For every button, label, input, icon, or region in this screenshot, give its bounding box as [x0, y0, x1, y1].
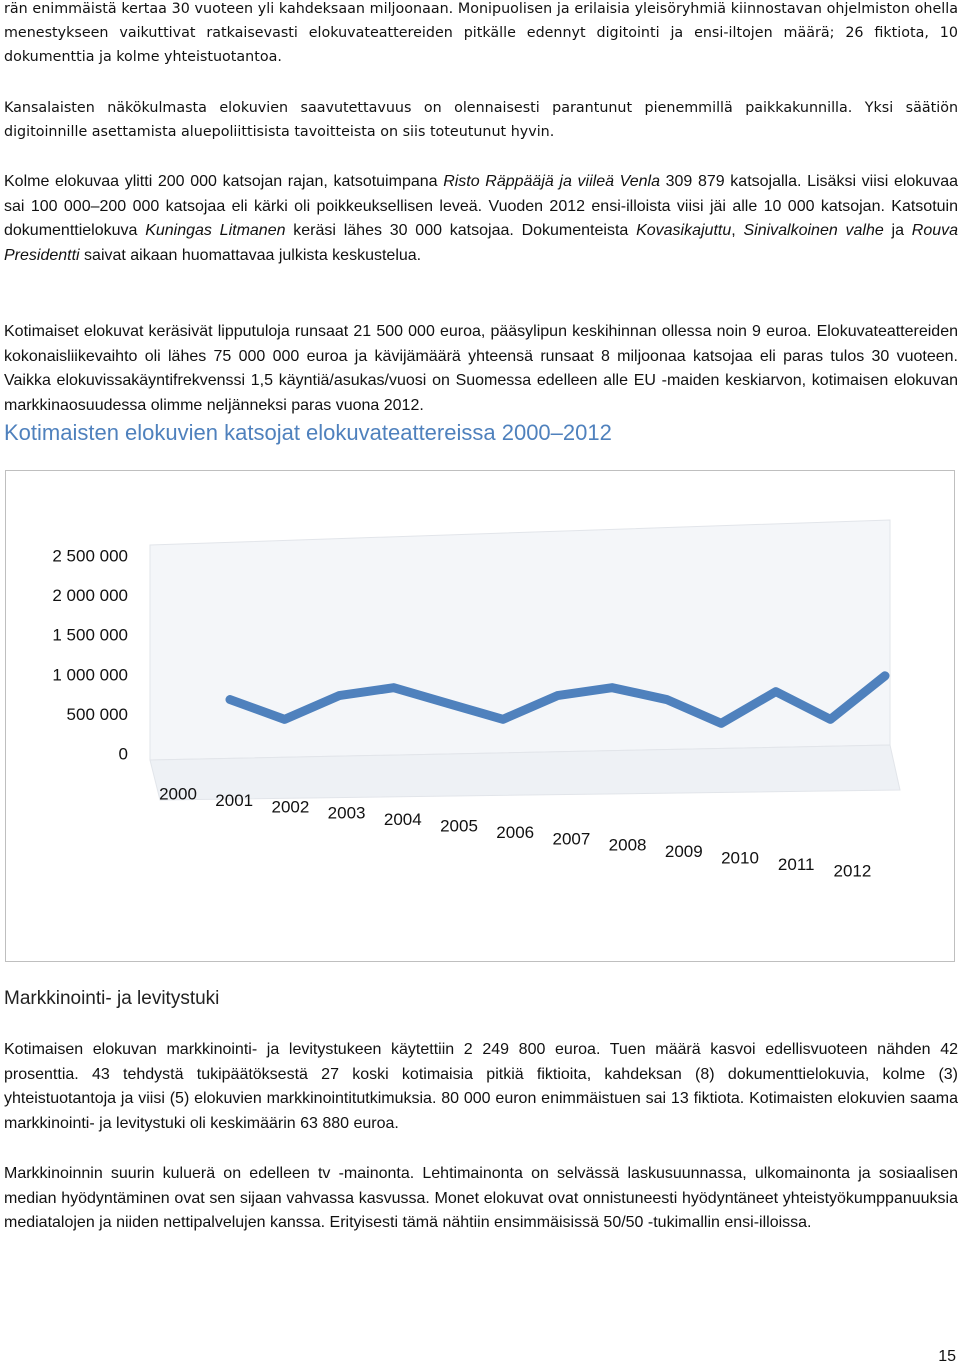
- x-tick-label: 2011: [778, 855, 815, 874]
- x-tick-label: 2007: [552, 829, 590, 848]
- text: saivat aikaan huomattavaa julkista kesku…: [79, 246, 422, 264]
- y-tick-label: 2 000 000: [52, 586, 128, 605]
- y-tick-label: 0: [119, 744, 128, 763]
- x-tick-label: 2005: [440, 816, 478, 835]
- section-heading: Markkinointi- ja levitystuki: [4, 988, 220, 1009]
- x-tick-label: 2009: [665, 842, 703, 861]
- x-tick-label: 2004: [384, 810, 422, 829]
- italic-text: Kovasikajuttu: [636, 222, 732, 239]
- paragraph: rän enimmäistä kertaa 30 vuoteen yli kah…: [4, 0, 958, 69]
- paragraph: Kolme elokuvaa ylitti 200 000 katsojan r…: [4, 170, 958, 268]
- text: ja: [883, 222, 912, 239]
- italic-text: Sinivalkoinen valhe: [743, 222, 884, 239]
- back-wall: [149, 519, 891, 761]
- text: keräsi lähes 30 000 katsojaa. Dokumentei…: [285, 222, 637, 239]
- text: Kotimaiset elokuvat keräsivät lipputuloj…: [4, 323, 958, 414]
- y-tick-label: 2 500 000: [52, 546, 128, 565]
- y-tick-label: 500 000: [67, 705, 128, 724]
- x-tick-label: 2002: [271, 797, 309, 816]
- italic-text: Kuningas Litmanen: [145, 222, 286, 239]
- text: rän enimmäistä kertaa 30 vuoteen yli kah…: [4, 1, 958, 65]
- x-tick-label: 2003: [328, 804, 366, 823]
- data-line: [225, 671, 890, 728]
- text: ,: [731, 222, 744, 239]
- x-tick-label: 2008: [609, 836, 647, 855]
- paragraph: Kotimaisen elokuvan markkinointi- ja lev…: [4, 1038, 958, 1136]
- y-tick-label: 1 000 000: [52, 665, 128, 684]
- italic-text: Rouva Presidentti: [4, 222, 959, 264]
- text: 309 879 katsojalla. Lisäksi viisi elokuv…: [4, 173, 958, 239]
- chart: 0 500 000 1 000 000 1 500 000 2 000 000 2 500…: [5, 470, 955, 962]
- floor: [149, 744, 901, 801]
- x-tick-label: 2001: [215, 791, 253, 810]
- italic-text: Risto Räppääjä ja viileä Venla: [443, 173, 660, 190]
- y-tick-label: 1 500 000: [52, 626, 128, 645]
- chart-heading: Kotimaisten elokuvien katsojat elokuvate…: [4, 420, 612, 445]
- text: Kotimaisen elokuvan markkinointi- ja lev…: [4, 1041, 958, 1132]
- paragraph: Markkinoinnin suurin kuluerä on edelleen…: [4, 1162, 958, 1236]
- paragraph: Kansalaisten näkökulmasta elokuvien saav…: [4, 96, 958, 144]
- x-tick-label: 2000: [159, 784, 197, 803]
- text: Kolme elokuvaa ylitti 200 000 katsojan r…: [4, 173, 444, 190]
- text: Kansalaisten näkökulmasta elokuvien saav…: [4, 100, 958, 140]
- x-tick-label: 2006: [496, 823, 534, 842]
- x-tick-label: 2012: [833, 861, 871, 880]
- page-number: 15: [938, 1348, 956, 1365]
- paragraph: Kotimaiset elokuvat keräsivät lipputuloj…: [4, 320, 958, 418]
- text: Markkinoinnin suurin kuluerä on edelleen…: [4, 1165, 958, 1231]
- x-tick-label: 2010: [721, 848, 759, 867]
